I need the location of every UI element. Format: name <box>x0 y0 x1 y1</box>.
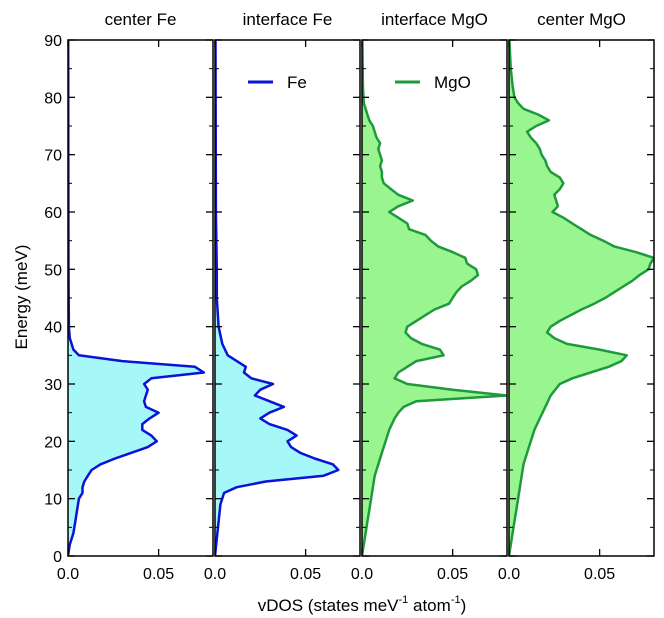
y-tick-label: 80 <box>44 90 62 107</box>
panel-frame <box>67 39 214 557</box>
x-axis-label-main: vDOS (states meV <box>258 596 399 615</box>
y-tick-label: 40 <box>44 320 62 337</box>
x-tick-label: 0.0 <box>498 566 520 583</box>
legend-label-fe: Fe <box>287 73 307 92</box>
panel-2: 0.0 0.05 interface Fe Fe <box>204 10 361 583</box>
panel-title: center Fe <box>105 10 177 29</box>
x-axis-label-mid: atom <box>408 596 451 615</box>
y-tick-label: 10 <box>44 492 62 509</box>
panel-title: interface Fe <box>243 10 333 29</box>
vdos-area-mgo <box>362 40 507 556</box>
x-axis-label-sup1: -1 <box>399 594 409 606</box>
vdos-curve-fe <box>68 40 206 556</box>
x-tick-label: 0.05 <box>143 566 174 583</box>
x-axis-label-end: ) <box>461 596 467 615</box>
y-tick-label: 70 <box>44 148 62 165</box>
y-tick-label: 20 <box>44 434 62 451</box>
y-tick-label: 0 <box>53 549 62 566</box>
panel-3: 0.0 0.05 interface MgO MgO <box>351 10 508 583</box>
panel-title: center MgO <box>537 10 626 29</box>
x-tick-label: 0.05 <box>290 566 321 583</box>
vdos-area-mgo <box>509 40 654 556</box>
x-tick-label: 0.05 <box>437 566 468 583</box>
x-tick-label: 0.05 <box>584 566 615 583</box>
y-axis-label: Energy (meV) <box>12 245 31 350</box>
vdos-area-fe <box>215 40 339 556</box>
x-tick-label: 0.0 <box>57 566 79 583</box>
y-tick-label: 50 <box>44 262 62 279</box>
x-tick-label: 0.0 <box>204 566 226 583</box>
y-tick-label: 90 <box>44 33 62 50</box>
x-axis-label-sup2: -1 <box>451 594 461 606</box>
y-tick-label: 60 <box>44 205 62 222</box>
vdos-curve-fe <box>215 40 340 556</box>
panel-title: interface MgO <box>381 10 488 29</box>
y-tick-label: 30 <box>44 377 62 394</box>
vdos-curve-mgo <box>362 40 507 556</box>
vdos-area-fe <box>68 40 204 556</box>
panel-4: 0.0 0.05 center MgO <box>498 10 655 583</box>
x-tick-label: 0.0 <box>351 566 373 583</box>
vdos-curve-mgo <box>509 40 654 556</box>
legend-label-mgo: MgO <box>434 73 471 92</box>
panel-1: 0.0 0.05 center Fe <box>57 10 214 583</box>
x-axis-label: vDOS (states meV-1 atom-1) <box>258 594 467 615</box>
